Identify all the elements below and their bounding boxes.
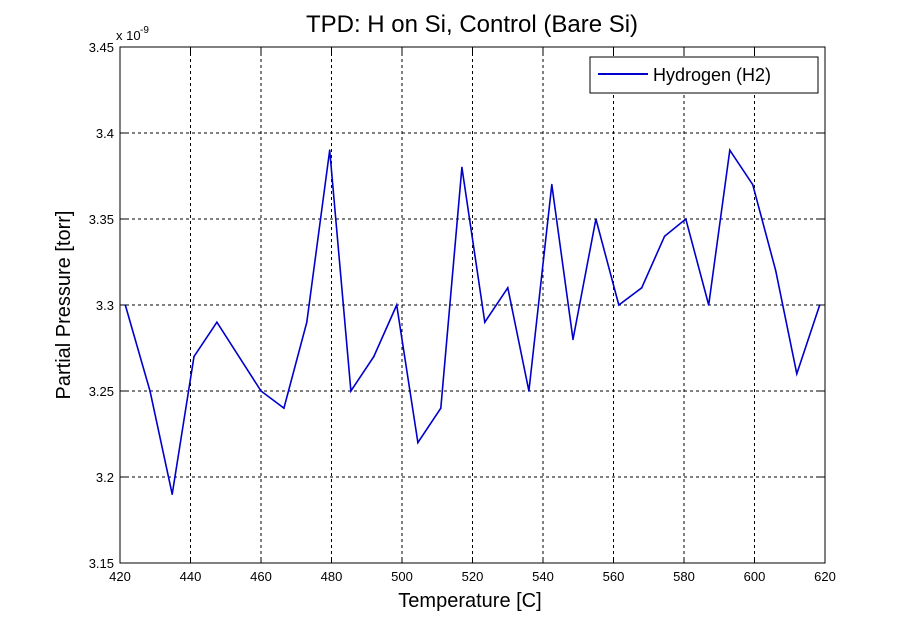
data-point [617,304,620,306]
y-exponent-power: -9 [140,25,149,36]
ticks [119,46,826,564]
data-point [663,235,666,237]
x-tick-labels: 420 440 460 480 500 520 540 560 580 600 620 [109,569,836,584]
data-point [595,218,597,220]
data-point [707,304,710,306]
data-point [328,149,331,151]
x-tick-label: 420 [109,569,131,584]
data-point [124,304,127,306]
x-tick-label: 560 [603,569,625,584]
data-point [729,149,731,151]
data-point [684,218,687,220]
data-point [751,183,754,186]
chart-title: TPD: H on Si, Control (Bare Si) [306,11,638,38]
x-tick-label: 440 [180,569,202,584]
y-tick-label: 3.2 [96,470,114,485]
y-tick-label: 3.15 [89,556,114,571]
data-point [395,304,398,306]
data-point [506,287,509,289]
x-tick-label: 620 [814,569,836,584]
data-point [818,304,821,306]
data-point [283,407,285,410]
data-point [439,407,442,410]
x-tick-label: 500 [391,569,413,584]
x-axis-label: Temperature [C] [398,590,541,612]
data-point [373,355,375,358]
data-point [171,493,173,496]
grid [120,47,825,563]
y-axis-label: Partial Pressure [torr] [53,211,75,400]
x-tick-label: 580 [673,569,695,584]
legend-label: Hydrogen (H2) [653,65,771,85]
data-point [193,355,195,358]
x-tick-label: 460 [250,569,272,584]
data-point [461,166,463,169]
data-point [260,390,262,392]
y-tick-label: 3.4 [96,126,114,141]
data-point [528,390,530,392]
data-point [572,338,574,341]
y-tick-label: 3.3 [96,298,114,313]
data-point [484,321,486,324]
data-point [796,373,798,375]
data-point [640,287,643,289]
series-layer [124,147,821,496]
legend: Hydrogen (H2) [589,56,819,94]
data-point [350,390,352,392]
data-point [774,269,777,272]
x-tick-label: 600 [744,569,766,584]
data-point [149,390,151,392]
y-tick-label: 3.35 [89,212,114,227]
data-point [306,321,308,324]
y-tick-label: 3.25 [89,384,114,399]
x-tick-label: 540 [532,569,554,584]
x-tick-label: 480 [321,569,343,584]
x-tick-label: 520 [462,569,484,584]
data-point [417,441,419,444]
y-exponent-base: x 10 [116,28,141,43]
y-tick-label: 3.45 [89,40,114,55]
data-point [551,183,553,186]
y-tick-labels: 3.15 3.2 3.25 3.3 3.35 3.4 3.45 [89,40,114,571]
data-point [216,321,218,324]
